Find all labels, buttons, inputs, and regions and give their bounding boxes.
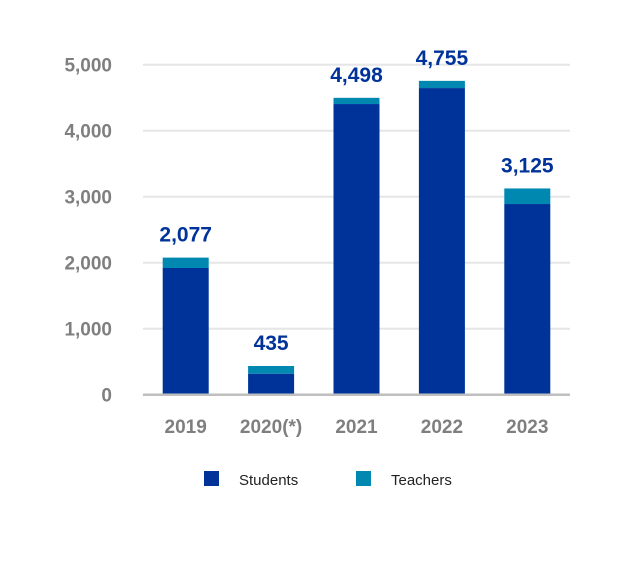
bar-students [333, 104, 380, 395]
total-data-label: 435 [254, 332, 289, 355]
y-tick-label: 0 [101, 386, 112, 407]
total-data-label: 2,077 [159, 224, 212, 247]
bar-students [504, 204, 551, 395]
x-tick-label: 2023 [506, 417, 548, 438]
bar-teachers [418, 80, 465, 89]
legend-swatch-students [204, 471, 219, 486]
total-data-label: 3,125 [501, 154, 554, 177]
x-tick-label: 2019 [165, 417, 207, 438]
bar-students [248, 373, 295, 395]
bar-teachers [162, 257, 209, 268]
x-tick-label: 2021 [335, 417, 378, 438]
legend-label-students: Students [239, 472, 298, 489]
total-data-label: 4,755 [416, 47, 469, 70]
x-tick-label: 2022 [421, 417, 463, 438]
legend-label-teachers: Teachers [391, 472, 452, 489]
bar-students [162, 267, 209, 395]
bar-teachers [333, 97, 380, 105]
bar-students [418, 88, 465, 395]
bar-teachers [504, 188, 551, 205]
y-tick-label: 4,000 [64, 122, 112, 143]
y-tick-label: 5,000 [64, 56, 112, 77]
y-tick-label: 1,000 [64, 320, 112, 341]
legend-swatch-teachers [356, 471, 371, 486]
x-tick-label: 2020(*) [240, 417, 302, 438]
y-tick-label: 3,000 [64, 188, 112, 209]
y-tick-label: 2,000 [64, 254, 112, 275]
total-data-label: 4,498 [330, 64, 383, 87]
bar-teachers [248, 365, 295, 374]
